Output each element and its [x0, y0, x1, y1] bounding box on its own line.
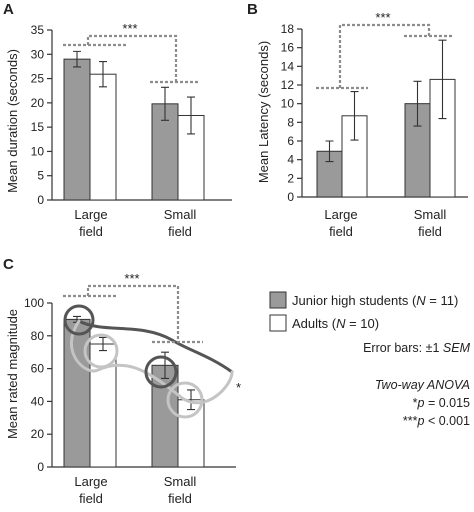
panel-b-error-bars: [325, 39, 447, 163]
panel-b-errorbar-adult-1: [438, 39, 447, 120]
p-value-note-2: ***p < 0.001: [403, 414, 470, 428]
panel-b-y-ticks: 0 2 4 6 8 10 12 14 16 18: [281, 22, 302, 204]
panel-c-ytick-label: 100: [24, 296, 44, 310]
panel-a-ytick-label: 20: [31, 96, 45, 110]
panel-a-cat-large-l1: Large: [74, 207, 107, 222]
panel-b-ytick-label: 12: [281, 78, 295, 92]
panel-a-cat-small-l2: field: [168, 224, 192, 239]
legend-swatch-junior: [269, 291, 287, 309]
panel-c-adult-small-circle: [166, 381, 204, 419]
panel-b-errorbar-junior-1: [413, 80, 422, 127]
panel-c-ytick-label: 20: [31, 427, 45, 441]
panel-b-cat-large-l2: field: [329, 224, 353, 239]
panel-b-ytick-label: 8: [287, 115, 294, 129]
panel-a-error-bars: [73, 50, 195, 135]
panel-a-errorbar-junior-1: [161, 86, 169, 121]
panel-b-letter: B: [247, 1, 258, 18]
panel-c-junior-large-circle: [63, 304, 95, 336]
panel-b-ytick-label: 4: [287, 153, 294, 167]
legend-label-junior: Junior high students (N = 11): [292, 293, 458, 308]
panel-a-ytick-label: 15: [31, 120, 45, 134]
panel-b-significance: ***: [375, 10, 390, 25]
legend-swatch-adults: [269, 314, 287, 332]
panel-b-cat-small-l2: field: [418, 224, 442, 239]
legend-label-adults: Adults (N = 10): [292, 316, 379, 331]
panel-a-significance-bracket: [63, 34, 200, 84]
panel-c-interaction-marker: *: [236, 380, 241, 395]
panel-c-adult-interaction-curve: [70, 319, 234, 405]
panel-c-junior-small-circle: [144, 355, 178, 389]
panel-c-ytick-label: 0: [37, 460, 44, 474]
panel-a-ytick-label: 0: [37, 193, 44, 207]
panel-b: B Mean Latency (seconds) 0 2 4 6 8 10 12 14 16 18…: [247, 1, 468, 239]
panel-a-ytick-label: 30: [31, 47, 45, 61]
panel-a-ytick-label: 25: [31, 72, 45, 86]
panel-c-errorbar-adult-0: [99, 336, 107, 352]
legend: Junior high students (N = 11) Adults (N …: [269, 291, 458, 332]
panel-b-cat-small-l1: Small: [414, 207, 447, 222]
statistics-notes: Error bars: ±1 SEM Two-way ANOVA *p = 0.…: [363, 341, 470, 428]
p-value-note-1: *p = 0.015: [413, 396, 470, 410]
error-bars-note: Error bars: ±1 SEM: [363, 341, 470, 355]
panel-a-cat-small-l1: Small: [164, 207, 197, 222]
panel-c-cat-small-l2: field: [168, 491, 192, 506]
panel-a-bars: [63, 58, 205, 201]
panel-c-ylabel: Mean rated magnitude: [5, 309, 20, 439]
panel-b-significance-bracket: [316, 23, 452, 90]
panel-c-letter: C: [3, 256, 14, 273]
panel-a-bar-adult-0: [89, 73, 117, 201]
panel-a-errorbar-adult-1: [187, 96, 195, 135]
panel-b-bars: [316, 78, 456, 198]
panel-a-ylabel: Mean duration (seconds): [5, 49, 20, 193]
panel-a-errorbar-adult-0: [99, 61, 107, 88]
panel-a-errorbar-junior-0: [73, 50, 81, 68]
panel-c-ytick-label: 60: [31, 362, 45, 376]
panel-b-errorbar-adult-0: [350, 90, 359, 141]
panel-a-y-ticks: 0 5 10 15 20 25 30 35: [31, 23, 52, 207]
panel-b-cat-large-l1: Large: [324, 207, 357, 222]
panel-b-ytick-label: 2: [287, 171, 294, 185]
panel-b-ytick-label: 0: [287, 190, 294, 204]
panel-c-bar-junior-0: [63, 318, 91, 468]
panel-a-ytick-label: 5: [37, 169, 44, 183]
panel-c-adult-large-circle: [83, 333, 119, 369]
panel-c-cat-large-l1: Large: [74, 474, 107, 489]
panel-b-ytick-label: 14: [281, 59, 295, 73]
panel-c-errorbar-adult-1: [187, 389, 195, 411]
panel-b-ytick-label: 18: [281, 22, 295, 36]
panel-b-ylabel: Mean Latency (seconds): [256, 41, 271, 183]
panel-c-significance-bracket: [63, 284, 203, 344]
panel-c-significance: ***: [124, 271, 139, 286]
panel-a-ytick-label: 35: [31, 23, 45, 37]
panel-b-errorbar-junior-0: [325, 140, 334, 163]
panel-a-cat-large-l2: field: [79, 224, 103, 239]
panel-c-cat-small-l1: Small: [164, 474, 197, 489]
panel-c-ytick-label: 80: [31, 329, 45, 343]
anova-note: Two-way ANOVA: [375, 378, 470, 392]
panel-b-ytick-label: 10: [281, 97, 295, 111]
panel-c-ytick-label: 40: [31, 394, 45, 408]
panel-c-junior-interaction-curve: [77, 319, 234, 374]
panel-a-letter: A: [3, 1, 14, 18]
panel-a: A Mean duration (seconds) 0 5 10 15 20 25 30 35…: [3, 1, 232, 239]
panel-b-ytick-label: 16: [281, 41, 295, 55]
panel-a-significance: ***: [122, 21, 137, 36]
panel-b-ytick-label: 6: [287, 134, 294, 148]
panel-a-ytick-label: 10: [31, 144, 45, 158]
panel-c-cat-large-l2: field: [79, 491, 103, 506]
panel-c-y-ticks: 0 20 40 60 80 100: [24, 296, 52, 474]
panel-a-bar-junior-0: [63, 58, 91, 201]
panel-c: C Mean rated magnitude 0 20 40 60 80 100 * La…: [3, 256, 241, 506]
